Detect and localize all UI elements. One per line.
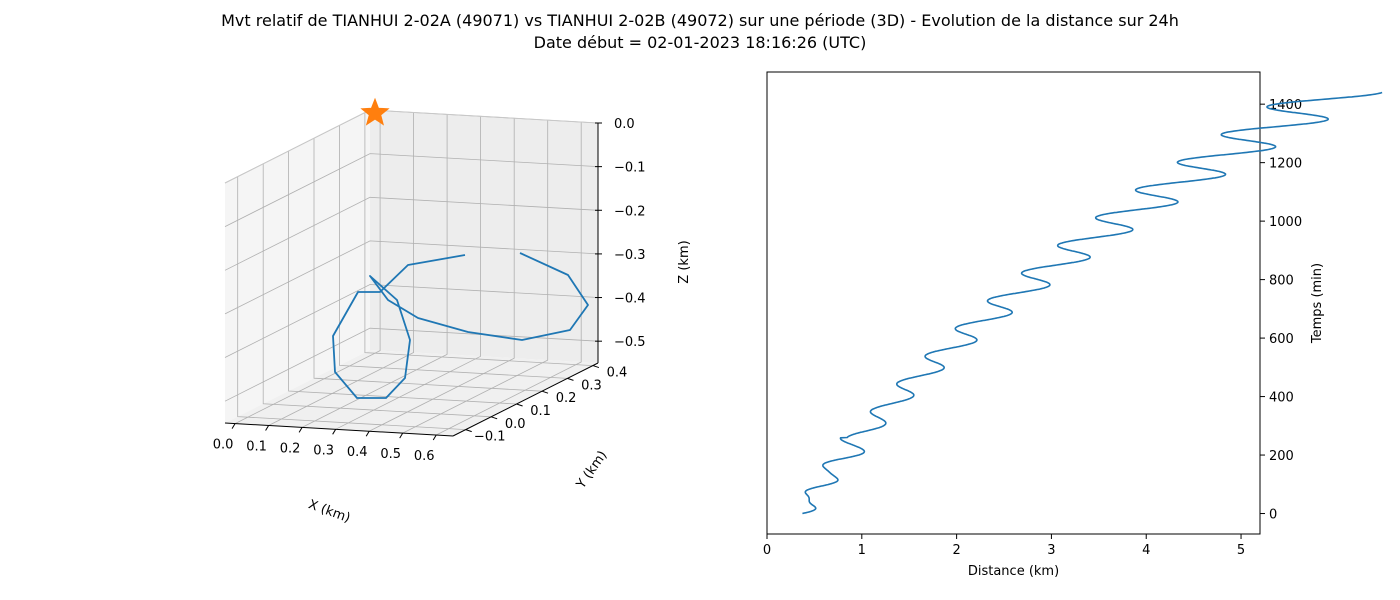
x-tick: [332, 429, 337, 435]
y-grid-line: [237, 176, 466, 430]
z-tick-label: −0.2: [614, 204, 646, 219]
floor-pane: [225, 350, 598, 436]
y-tick-label: 0.4: [607, 366, 628, 381]
x-tick-label: 1: [858, 543, 866, 558]
x-tick-label: 0.0: [213, 438, 234, 453]
z-grid-line: [224, 196, 599, 271]
x-tick-label: 0.1: [246, 439, 267, 454]
y-tick: [567, 377, 574, 381]
y-grid-line: [288, 151, 517, 405]
x-grid-line: [234, 110, 381, 424]
chart-3d-relative-motion: 0.0 0.1 0.2 0.3 0.4 0.5 0.6−0.10.00.10.20.30.4…: [213, 97, 692, 526]
y-axis-line: [452, 362, 599, 437]
y-axis-label: Y (km): [573, 448, 610, 492]
z-axis-label: Z (km): [677, 240, 692, 283]
x-tick: [399, 432, 404, 439]
x-tick: [298, 427, 303, 433]
x-grid-line: [369, 118, 515, 432]
y-tick-label: 0.0: [505, 417, 526, 432]
x-grid-line: [301, 114, 448, 428]
x-tick-label: 0.4: [347, 445, 368, 460]
x-axis-label: X (km): [306, 497, 352, 526]
chart-title: Mvt relatif de TIANHUI 2-02A (49071) vs …: [0, 10, 1400, 54]
x-grid-line: [402, 120, 549, 434]
y-tick-label: 1400: [1269, 98, 1302, 113]
y-tick-label: 0.2: [556, 391, 577, 406]
y-grid-line: [339, 125, 568, 379]
z-tick-label: −0.3: [614, 248, 646, 263]
x-tick-label: 0.6: [414, 449, 435, 464]
x-tick-label: 0.5: [380, 447, 401, 462]
x-tick-label: 3: [1047, 543, 1055, 558]
y-grid-line: [262, 163, 492, 418]
y-tick-label: 600: [1269, 332, 1294, 347]
z-grid-line: [224, 153, 599, 227]
z-tick-label: 0.0: [614, 117, 635, 132]
x-tick-label: 0.2: [280, 441, 301, 456]
y-tick: [516, 403, 523, 407]
x-tick-label: 5: [1237, 543, 1245, 558]
y-tick-label: 1200: [1269, 157, 1302, 172]
z-tick-label: −0.1: [614, 161, 646, 176]
x-tick: [365, 430, 370, 437]
trajectory-line: [332, 252, 589, 399]
y-tick-label: 0.3: [581, 378, 602, 393]
y-tick: [592, 365, 600, 369]
y-grid-line: [364, 112, 593, 366]
star-marker: [360, 97, 390, 126]
y-tick-label: 0: [1269, 508, 1277, 523]
x-tick: [432, 434, 437, 441]
x-tick-label: 4: [1142, 543, 1150, 558]
x-tick-label: 2: [952, 543, 960, 558]
x-tick-label: 0: [763, 543, 771, 558]
y-tick: [490, 416, 498, 420]
y-tick: [541, 390, 549, 394]
y-axis-label: Temps (min): [1310, 263, 1325, 344]
y-grid-line: [313, 138, 543, 392]
z-grid-line: [224, 327, 599, 402]
y-tick-label: −0.1: [474, 430, 506, 445]
x-axis-line: [224, 422, 454, 437]
y-tick-label: 800: [1269, 274, 1294, 289]
z-tick-label: −0.4: [614, 292, 646, 307]
x-tick-label: 0.3: [313, 443, 334, 458]
x-tick: [231, 423, 236, 429]
y-tick-label: 1000: [1269, 215, 1302, 230]
x-axis-label: Distance (km): [968, 564, 1059, 579]
z-grid-line: [224, 240, 599, 315]
x-grid-line: [268, 112, 415, 426]
y-tick: [465, 429, 472, 433]
z-grid-line: [224, 284, 599, 358]
y-tick-label: 0.1: [530, 404, 551, 419]
subtitle-line: Date début = 02-01-2023 18:16:26 (UTC): [533, 33, 867, 52]
y-tick-label: 200: [1269, 449, 1294, 464]
x-grid-line: [335, 116, 482, 430]
x-grid-line: [436, 122, 582, 436]
title-line: Mvt relatif de TIANHUI 2-02A (49071) vs …: [221, 11, 1179, 30]
back-pane: [370, 110, 598, 363]
x-tick: [265, 425, 270, 431]
plot-area-frame: [766, 71, 1261, 535]
z-tick-label: −0.5: [614, 335, 646, 350]
distance-line: [802, 91, 1383, 515]
y-tick-label: 400: [1269, 391, 1294, 406]
